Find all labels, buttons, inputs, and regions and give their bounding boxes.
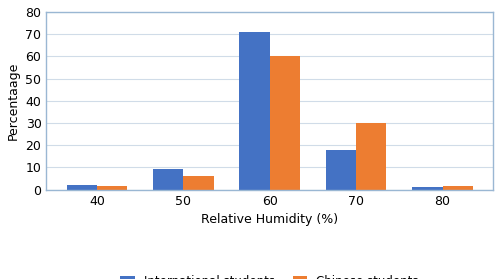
Bar [153, 169, 184, 190]
Bar [270, 56, 300, 190]
Bar [184, 176, 214, 190]
Bar [240, 32, 270, 190]
X-axis label: Relative Humidity (%): Relative Humidity (%) [201, 213, 338, 226]
Y-axis label: Percentaage: Percentaage [7, 62, 20, 140]
Bar [412, 187, 442, 190]
Bar [66, 185, 97, 190]
Bar [442, 186, 473, 190]
Legend: International students, Chinese students: International students, Chinese students [116, 270, 424, 279]
Bar [356, 123, 386, 190]
Bar [97, 186, 127, 190]
Bar [326, 150, 356, 190]
